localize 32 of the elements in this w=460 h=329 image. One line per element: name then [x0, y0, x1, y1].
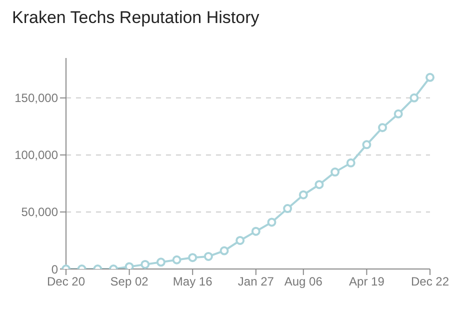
point	[124, 262, 134, 269]
x-tick-label: Jan 27	[238, 274, 274, 289]
point	[362, 140, 372, 150]
chart-title: Kraken Techs Reputation History	[12, 8, 260, 28]
x-tick-label: Dec 22	[410, 274, 450, 289]
point	[236, 236, 245, 245]
x-tick-label: May 16	[172, 274, 213, 289]
point	[204, 252, 213, 261]
point	[298, 190, 308, 200]
point	[426, 72, 434, 82]
point	[140, 260, 150, 269]
y-tick-label: 50,000	[21, 205, 58, 220]
point	[410, 93, 419, 102]
point	[188, 253, 198, 262]
point	[267, 218, 276, 227]
point	[156, 258, 166, 267]
point	[378, 123, 388, 132]
y-tick-label: 150,000	[14, 91, 58, 106]
point	[330, 168, 340, 177]
point	[220, 246, 229, 256]
point	[314, 180, 324, 190]
point	[346, 158, 356, 168]
y-tick-label: 100,000	[14, 148, 58, 162]
x-tick-label: Dec 20	[46, 274, 86, 289]
point	[251, 226, 260, 236]
y-tick-label: 0	[51, 262, 58, 276]
point	[394, 109, 403, 118]
x-tick-label: Aug 06	[284, 274, 323, 289]
x-tick-label: Sep 02	[110, 274, 149, 289]
point	[172, 255, 182, 264]
point	[283, 204, 292, 214]
x-tick-label: Apr 19	[349, 274, 385, 289]
